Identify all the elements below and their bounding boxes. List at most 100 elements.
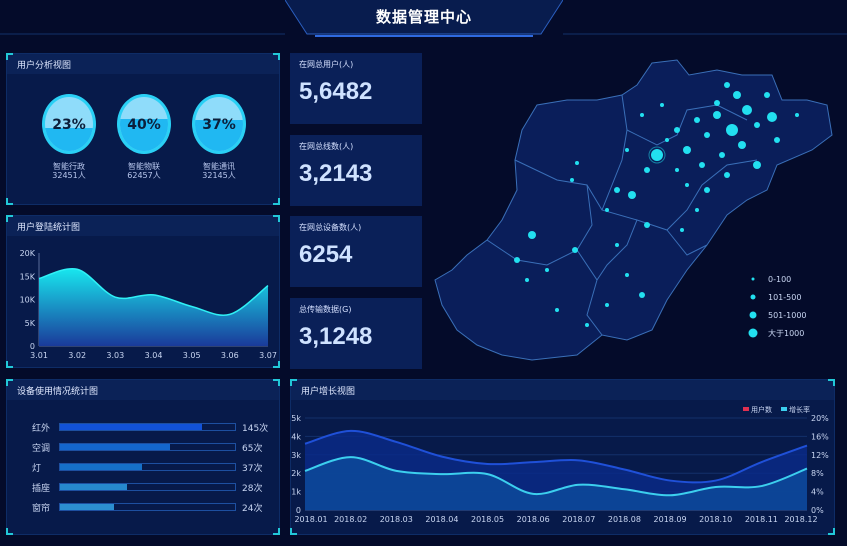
map-data-point[interactable] <box>605 208 609 212</box>
map-data-point[interactable] <box>680 228 684 232</box>
stat-card: 在网总线数(人) 3,2143 <box>290 134 422 206</box>
x-tick-label: 2018.03 <box>380 515 413 524</box>
map-data-point[interactable] <box>575 161 579 165</box>
map-data-point[interactable] <box>555 308 559 312</box>
map-data-point[interactable] <box>545 268 549 272</box>
panel-title: 用户登陆统计图 <box>7 216 279 236</box>
percent-value: 37% <box>202 117 236 133</box>
map-data-point[interactable] <box>726 124 738 136</box>
map-data-point[interactable] <box>774 137 780 143</box>
category-name: 智能通讯 <box>203 162 235 171</box>
ball-caption: 智能通讯 32145人 <box>179 162 259 180</box>
users-line <box>304 429 808 484</box>
map-data-point[interactable] <box>660 103 664 107</box>
map-data-point[interactable] <box>683 146 691 154</box>
map-data-point[interactable] <box>625 148 629 152</box>
login-area-chart: 0 5K 10K 15K 20K 3.01 3.02 3.03 3.04 3.05 3.06 3.07 <box>20 249 277 360</box>
device-value: 28次 <box>242 484 263 494</box>
map-data-point[interactable] <box>614 187 620 193</box>
map-data-point[interactable] <box>528 231 536 239</box>
ball-caption: 智能行政 32451人 <box>29 162 109 180</box>
legend-label[interactable]: 用户数 <box>751 405 772 414</box>
stat-value: 6254 <box>299 241 353 268</box>
panel-title: 设备使用情况统计图 <box>7 380 279 400</box>
stat-card: 在网总设备数(人) 6254 <box>290 216 422 287</box>
legend-swatch <box>781 407 787 411</box>
category-count: 32145人 <box>202 171 236 180</box>
y-tick-label: 10K <box>20 296 36 305</box>
map-data-point[interactable] <box>695 208 699 212</box>
map-data-point[interactable] <box>674 127 680 133</box>
device-label: 插座 <box>32 484 51 494</box>
map-data-point[interactable] <box>572 247 578 253</box>
map-data-point[interactable] <box>605 303 609 307</box>
map-data-point[interactable] <box>625 273 629 277</box>
device-label: 窗帘 <box>32 504 51 514</box>
progress-track <box>59 423 236 431</box>
map-highlight-ring <box>648 146 666 164</box>
percent-value: 40% <box>127 117 161 133</box>
growth-line-chart: 0 0% 1k 4% 2k 8% 3k 12% 4k 16% 5k 20% 2018.01 2018.02… <box>291 405 829 524</box>
map-data-point[interactable] <box>724 82 730 88</box>
y-right-tick: 20% <box>811 414 829 423</box>
stat-label: 总传输数据(G) <box>299 304 352 314</box>
map-data-point[interactable] <box>713 111 721 119</box>
device-label: 空调 <box>32 444 51 454</box>
map-data-point[interactable] <box>694 117 700 123</box>
map-legend-label: 101-500 <box>768 293 801 302</box>
map-data-point[interactable] <box>724 172 730 178</box>
x-tick-label: 2018.12 <box>784 515 817 524</box>
x-tick-label: 2018.09 <box>654 515 687 524</box>
map-data-point[interactable] <box>665 138 669 142</box>
legend-dot <box>748 328 758 338</box>
x-tick-label: 3.01 <box>30 351 48 360</box>
map-data-point[interactable] <box>585 323 589 327</box>
login-line <box>38 267 269 316</box>
legend-swatch <box>743 407 749 411</box>
map-data-point[interactable] <box>514 257 520 263</box>
legend-label[interactable]: 增长率 <box>789 405 810 414</box>
device-label: 灯 <box>32 464 42 474</box>
stat-value: 3,1248 <box>299 322 373 350</box>
map-data-point[interactable] <box>628 191 636 199</box>
y-right-tick: 4% <box>811 488 824 497</box>
map-data-point[interactable] <box>795 113 799 117</box>
percent-value: 23% <box>52 117 86 133</box>
percentage-ball: 40% <box>117 94 171 154</box>
map-data-point[interactable] <box>733 91 741 99</box>
map-data-point[interactable] <box>685 183 689 187</box>
map-data-point[interactable] <box>570 178 574 182</box>
map-data-point[interactable] <box>651 149 663 161</box>
y-left-tick: 1k <box>291 488 301 497</box>
map-data-point[interactable] <box>753 161 761 169</box>
y-tick-label: 20K <box>20 249 36 258</box>
map-data-point[interactable] <box>675 168 679 172</box>
stat-value: 3,2143 <box>299 159 373 187</box>
stat-card: 总传输数据(G) 3,1248 <box>290 297 422 369</box>
y-right-tick: 16% <box>811 432 829 441</box>
map-data-point[interactable] <box>719 152 725 158</box>
map-data-point[interactable] <box>714 100 720 106</box>
map-data-point[interactable] <box>525 278 529 282</box>
page-title: 数据管理中心 <box>375 8 472 26</box>
map-data-point[interactable] <box>699 162 705 168</box>
map-data-point[interactable] <box>754 122 760 128</box>
category-name: 智能物联 <box>128 162 160 171</box>
map-data-point[interactable] <box>738 141 746 149</box>
map-data-point[interactable] <box>767 112 777 122</box>
y-right-tick: 0% <box>811 506 824 515</box>
map-data-point[interactable] <box>644 222 650 228</box>
device-value: 24次 <box>242 504 263 514</box>
map-data-point[interactable] <box>639 292 645 298</box>
map-data-point[interactable] <box>644 167 650 173</box>
map-data-point[interactable] <box>742 105 752 115</box>
map-data-point[interactable] <box>615 243 619 247</box>
stat-label: 在网总线数(人) <box>299 141 354 151</box>
map-data-point[interactable] <box>704 132 710 138</box>
map-data-point[interactable] <box>640 113 644 117</box>
map-data-point[interactable] <box>704 187 710 193</box>
map-data-point[interactable] <box>764 92 770 98</box>
stat-card: 在网总用户(人) 5,6482 <box>290 53 422 124</box>
legend-dot <box>749 311 757 319</box>
x-tick-label: 2018.01 <box>294 515 327 524</box>
